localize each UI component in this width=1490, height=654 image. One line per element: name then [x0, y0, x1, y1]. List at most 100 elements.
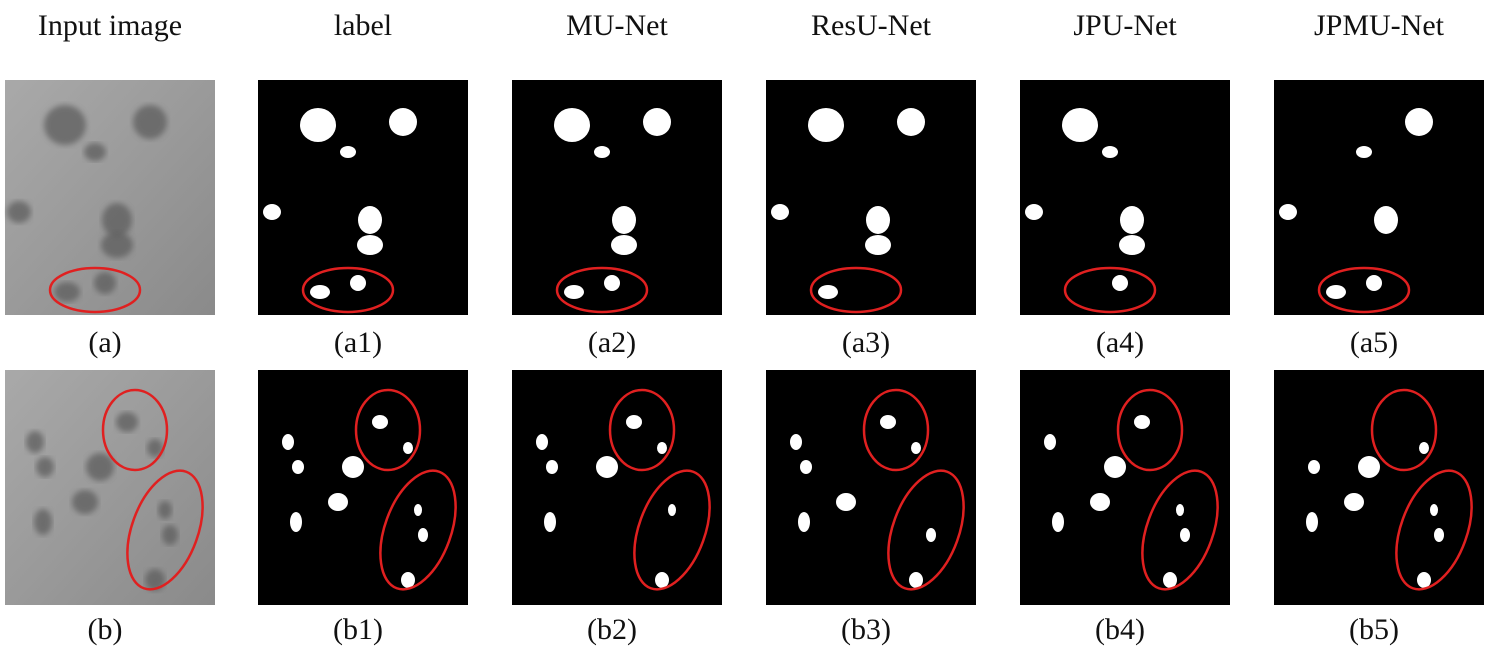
panel: [1020, 80, 1230, 315]
cell-mask: [403, 442, 413, 454]
column-header: ResU-Net: [811, 9, 932, 42]
cell-mask: [290, 512, 302, 532]
cell-shadow: [26, 431, 44, 453]
panel-image: [1020, 370, 1230, 605]
cell-shadow: [147, 439, 163, 457]
cell-shadow: [101, 232, 133, 258]
panel-label: (a): [88, 326, 121, 359]
cell-mask: [1104, 456, 1126, 478]
cell-mask: [1062, 108, 1098, 142]
cell-mask: [596, 456, 618, 478]
cell-mask: [604, 275, 620, 291]
cell-mask: [1119, 235, 1145, 255]
cell-mask: [1176, 504, 1184, 516]
cell-mask: [1430, 504, 1438, 516]
cell-mask: [414, 504, 422, 516]
cell-mask: [263, 204, 281, 220]
cell-mask: [926, 528, 936, 542]
panel-image: [1020, 80, 1230, 315]
cell-mask: [564, 285, 584, 299]
panel: [258, 80, 468, 315]
panel-image: [1274, 80, 1484, 315]
highlight-ring: [126, 469, 204, 591]
panel-label: (b2): [587, 613, 637, 646]
cell-shadow: [54, 282, 80, 302]
cell-shadow: [158, 501, 172, 519]
cell-mask: [655, 572, 669, 588]
panel-label: (b5): [1349, 613, 1399, 646]
cell-mask: [401, 572, 415, 588]
column-header: JPU-Net: [1073, 9, 1177, 42]
cell-shadow: [34, 509, 52, 535]
cell-mask: [292, 460, 304, 474]
cell-mask: [418, 528, 428, 542]
highlight-ring: [101, 388, 169, 472]
highlight-ring: [887, 469, 965, 591]
cell-mask: [880, 415, 896, 429]
cell-mask: [1120, 206, 1144, 234]
cell-mask: [1025, 204, 1043, 220]
cell-mask: [897, 108, 925, 136]
cell-mask: [1326, 285, 1346, 299]
highlight-ring: [1116, 388, 1184, 472]
cell-mask: [626, 415, 642, 429]
panel-image: [258, 370, 468, 605]
cell-mask: [350, 275, 366, 291]
cell-mask: [1044, 434, 1056, 450]
cell-mask: [1374, 206, 1398, 234]
cell-mask: [657, 442, 667, 454]
column-header: JPMU-Net: [1314, 9, 1445, 42]
cell-mask: [358, 206, 382, 234]
cell-shadow: [72, 490, 98, 514]
cell-shadow: [84, 143, 106, 161]
cell-mask: [909, 572, 923, 588]
highlight-ring: [862, 388, 930, 472]
cell-shadow: [36, 457, 54, 477]
panel-label: (b3): [841, 613, 891, 646]
panel: [766, 80, 976, 315]
panel-image: [1274, 370, 1484, 605]
panel-label: (a5): [1350, 326, 1398, 359]
cell-mask: [1366, 275, 1382, 291]
cell-shadow: [86, 453, 114, 481]
cell-mask: [790, 434, 802, 450]
cell-mask: [865, 235, 891, 255]
panel-image: [258, 80, 468, 315]
column-header: Input image: [38, 9, 182, 42]
cell-shadow: [44, 105, 86, 145]
highlight-ring: [1141, 469, 1219, 591]
cell-mask: [800, 460, 812, 474]
cell-mask: [808, 108, 844, 142]
highlight-ring: [301, 266, 395, 314]
cell-mask: [1434, 528, 1444, 542]
panel-image: [766, 370, 976, 605]
column-header: MU-Net: [566, 9, 668, 42]
column-header: label: [334, 9, 392, 42]
panel: [512, 80, 722, 315]
panel: [5, 80, 215, 315]
highlight-ring: [608, 388, 676, 472]
panel: [1020, 370, 1230, 605]
cell-mask: [866, 206, 890, 234]
cell-mask: [1419, 442, 1429, 454]
cell-mask: [911, 442, 921, 454]
cell-mask: [342, 456, 364, 478]
cell-mask: [536, 434, 548, 450]
cell-mask: [771, 204, 789, 220]
cell-shadow: [133, 105, 167, 139]
panel-image: [766, 80, 976, 315]
panel-image: [512, 80, 722, 315]
cell-mask: [668, 504, 676, 516]
cell-mask: [643, 108, 671, 136]
cell-mask: [554, 108, 590, 142]
highlight-ring: [1317, 266, 1411, 314]
highlight-ring: [633, 469, 711, 591]
highlight-ring: [379, 469, 457, 591]
highlight-ring: [1395, 469, 1473, 591]
cell-mask: [1112, 275, 1128, 291]
cell-mask: [612, 206, 636, 234]
panel-label: (b): [88, 613, 123, 646]
panel-label: (b4): [1095, 613, 1145, 646]
cell-mask: [1163, 572, 1177, 588]
